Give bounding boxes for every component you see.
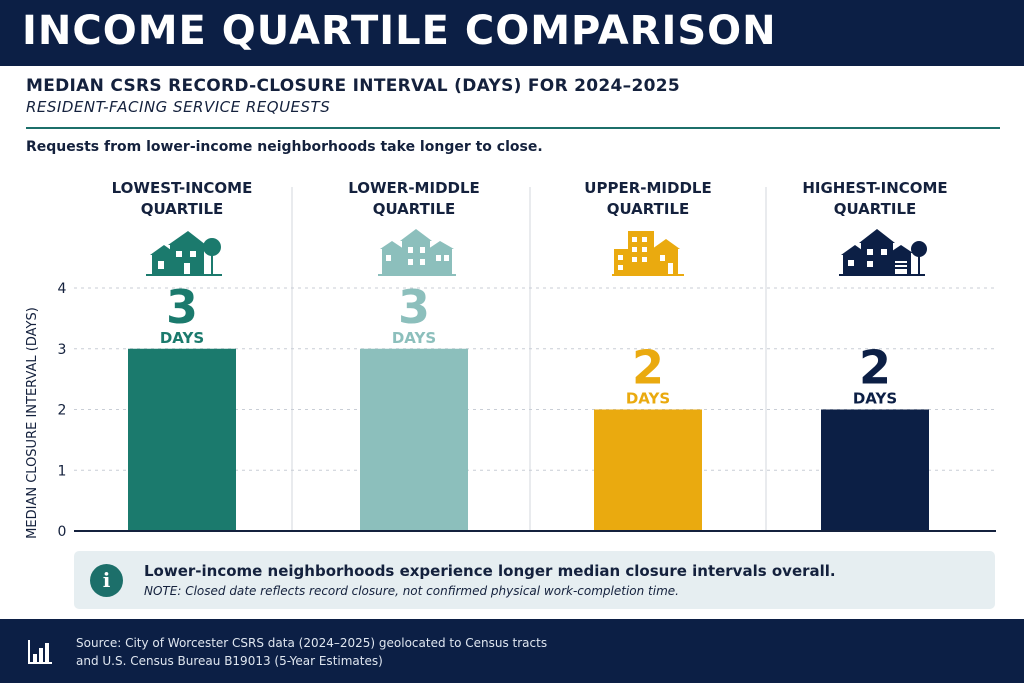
page-title: INCOME QUARTILE COMPARISON <box>22 8 777 54</box>
info-main-text: Lower-income neighborhoods experience lo… <box>144 562 836 580</box>
suburban-house-icon <box>839 229 927 276</box>
bar <box>821 409 929 531</box>
data-unit-label: DAYS <box>853 390 897 408</box>
data-unit-label: DAYS <box>392 329 436 347</box>
category-label: LOWER-MIDDLE <box>348 179 480 197</box>
row-houses-icon <box>378 229 456 276</box>
info-note-text: NOTE: Closed date reflects record closur… <box>144 584 679 598</box>
category-label: QUARTILE <box>373 200 456 218</box>
data-label: 2 <box>632 341 664 395</box>
y-tick-label: 0 <box>58 524 67 540</box>
category-label: UPPER-MIDDLE <box>584 179 711 197</box>
data-unit-label: DAYS <box>626 390 670 408</box>
bar <box>594 409 702 531</box>
chart-subtitle-secondary: RESIDENT-FACING SERVICE REQUESTS <box>26 98 331 116</box>
chart-svg: 0 1 2 3 4 MEDIAN CLOSURE INTERVAL (DAYS) LOWES… <box>25 179 996 540</box>
category-label: LOWEST-INCOME <box>112 179 253 197</box>
data-label: 3 <box>166 280 198 334</box>
category-label: HIGHEST-INCOME <box>802 179 947 197</box>
y-tick-label: 4 <box>58 281 67 297</box>
house-tree-icon <box>146 231 222 276</box>
data-label: 2 <box>859 341 891 395</box>
divider-line <box>26 127 1000 129</box>
category-label: QUARTILE <box>834 200 917 218</box>
y-tick-label: 3 <box>58 342 67 358</box>
y-axis-label: MEDIAN CLOSURE INTERVAL (DAYS) <box>25 307 40 539</box>
source-line-2: and U.S. Census Bureau B19013 (5-Year Es… <box>76 654 383 668</box>
data-label: 3 <box>398 280 430 334</box>
info-callout: i Lower-income neighborhoods experience … <box>74 551 995 609</box>
category-label: QUARTILE <box>141 200 224 218</box>
data-unit-label: DAYS <box>160 329 204 347</box>
info-icon: i <box>90 564 123 597</box>
lead-text: Requests from lower-income neighborhoods… <box>26 139 543 155</box>
bar <box>360 348 468 531</box>
bar-chart-icon <box>28 640 52 664</box>
source-line-1: Source: City of Worcester CSRS data (202… <box>76 636 548 650</box>
apartment-house-icon <box>612 231 684 276</box>
category-label: QUARTILE <box>607 200 690 218</box>
footer-band: Source: City of Worcester CSRS data (202… <box>0 619 1024 683</box>
y-tick-label: 1 <box>58 463 67 479</box>
y-tick-label: 2 <box>58 403 67 419</box>
bar <box>128 348 236 531</box>
bar-chart: 0 1 2 3 4 MEDIAN CLOSURE INTERVAL (DAYS) LOWES… <box>0 165 1024 545</box>
header-band: INCOME QUARTILE COMPARISON <box>0 0 1024 66</box>
chart-subtitle: MEDIAN CSRS RECORD-CLOSURE INTERVAL (DAY… <box>26 76 681 96</box>
